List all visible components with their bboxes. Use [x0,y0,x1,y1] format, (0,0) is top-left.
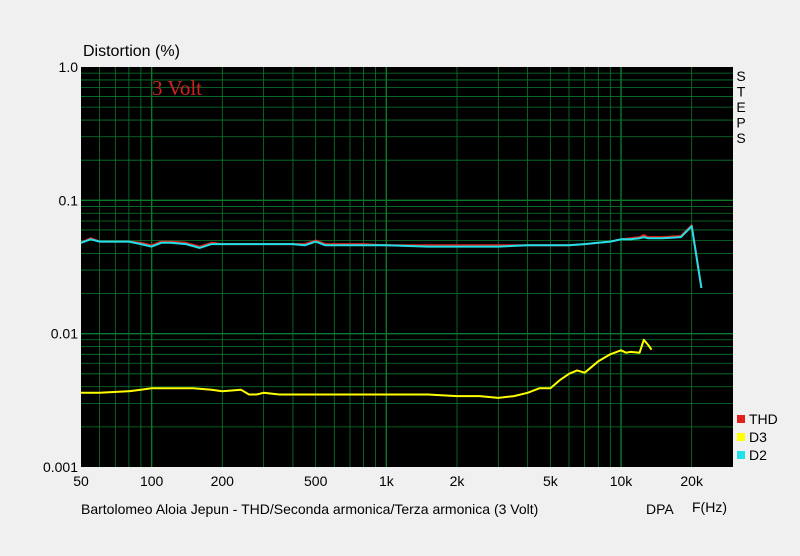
x-tick-label: 500 [304,473,328,489]
x-axis-ticks: 50 100 200 500 1k 2k 5k 10k 20k [73,473,704,489]
y-tick-label: 0.001 [43,459,78,475]
grid-minor [81,67,733,467]
x-axis-label: F(Hz) [692,499,727,515]
series-line-thd [80,224,703,289]
grid-major [81,67,733,467]
x-tick-label: 10k [610,473,634,489]
side-label-letter: E [736,99,745,115]
series-line-d2 [80,225,703,289]
legend-label-d2: D2 [749,447,767,463]
legend-label-thd: THD [749,411,778,427]
x-tick-label: 20k [680,473,704,489]
x-tick-label: 100 [140,473,164,489]
side-label-letter: S [736,130,745,146]
x-tick-label: 5k [543,473,559,489]
y-axis-ticks: 1.0 0.1 0.01 0.001 [43,59,78,475]
chart-caption: Bartolomeo Aloia Jepun - THD/Seconda arm… [81,501,538,517]
legend-swatch-d2 [737,451,745,459]
chart-title: Distortion (%) [83,43,180,60]
plot-area [81,67,733,467]
x-tick-label: 1k [379,473,395,489]
voltage-annotation: 3 Volt [152,76,202,100]
x-tick-label: 2k [450,473,466,489]
legend: THD D3 D2 [737,411,778,463]
y-tick-label: 0.1 [59,192,79,208]
x-tick-label: 200 [211,473,235,489]
series-layer [80,224,703,399]
side-label-letter: T [737,84,746,100]
side-label-letter: P [736,115,745,131]
watermark-label: DPA [646,501,674,517]
side-label-letter: S [736,68,745,84]
y-tick-label: 0.01 [51,326,78,342]
legend-swatch-d3 [737,433,745,441]
legend-swatch-thd [737,415,745,423]
legend-label-d3: D3 [749,429,767,445]
x-tick-label: 50 [73,473,89,489]
series-line-d3 [81,338,653,399]
y-tick-label: 1.0 [59,59,79,75]
